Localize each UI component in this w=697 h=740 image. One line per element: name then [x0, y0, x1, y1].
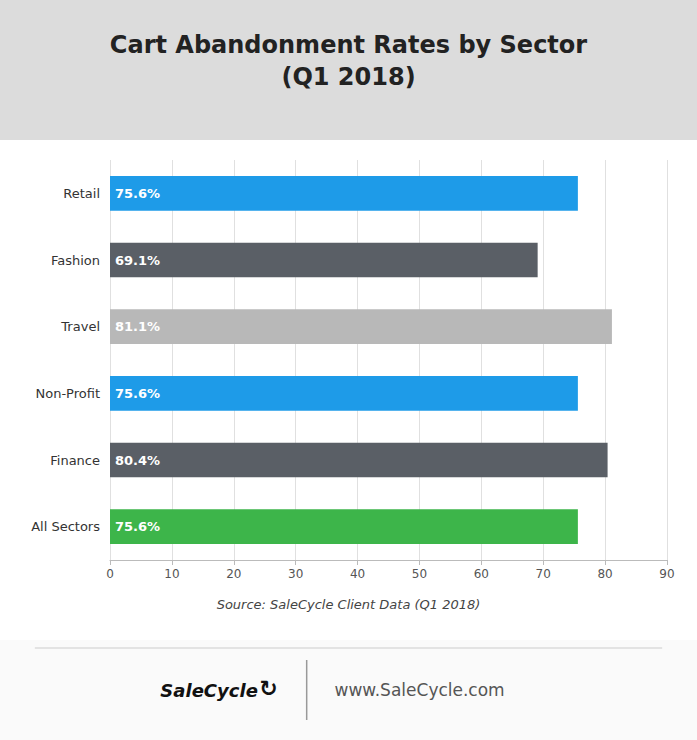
svg-text:30: 30 [288, 567, 303, 581]
svg-text:All Sectors: All Sectors [31, 519, 100, 534]
svg-text:69.1%: 69.1% [115, 253, 160, 268]
svg-text:SaleCycle: SaleCycle [160, 680, 257, 701]
svg-text:60: 60 [474, 567, 489, 581]
svg-text:81.1%: 81.1% [115, 319, 160, 334]
svg-text:Finance: Finance [50, 453, 100, 468]
svg-text:10: 10 [164, 567, 179, 581]
svg-text:20: 20 [226, 567, 241, 581]
svg-text:70: 70 [536, 567, 551, 581]
svg-text:Cart Abandonment Rates by Sect: Cart Abandonment Rates by Sector [110, 31, 587, 59]
svg-text:90: 90 [659, 567, 674, 581]
svg-text:75.6%: 75.6% [115, 519, 160, 534]
svg-text:Non-Profit: Non-Profit [35, 386, 100, 401]
svg-text:Fashion: Fashion [51, 253, 100, 268]
svg-text:Retail: Retail [63, 186, 100, 201]
svg-text:www.SaleCycle.com: www.SaleCycle.com [335, 680, 505, 700]
svg-text:0: 0 [106, 567, 114, 581]
svg-text:50: 50 [412, 567, 427, 581]
svg-text:↻: ↻ [259, 676, 277, 701]
svg-text:Source: SaleCycle Client Data: Source: SaleCycle Client Data (Q1 2018) [217, 597, 481, 612]
svg-text:80.4%: 80.4% [115, 453, 160, 468]
svg-text:Travel: Travel [60, 319, 100, 334]
svg-text:75.6%: 75.6% [115, 186, 160, 201]
svg-text:80: 80 [597, 567, 612, 581]
svg-text:40: 40 [350, 567, 365, 581]
svg-text:75.6%: 75.6% [115, 386, 160, 401]
svg-text:(Q1 2018): (Q1 2018) [281, 63, 415, 91]
